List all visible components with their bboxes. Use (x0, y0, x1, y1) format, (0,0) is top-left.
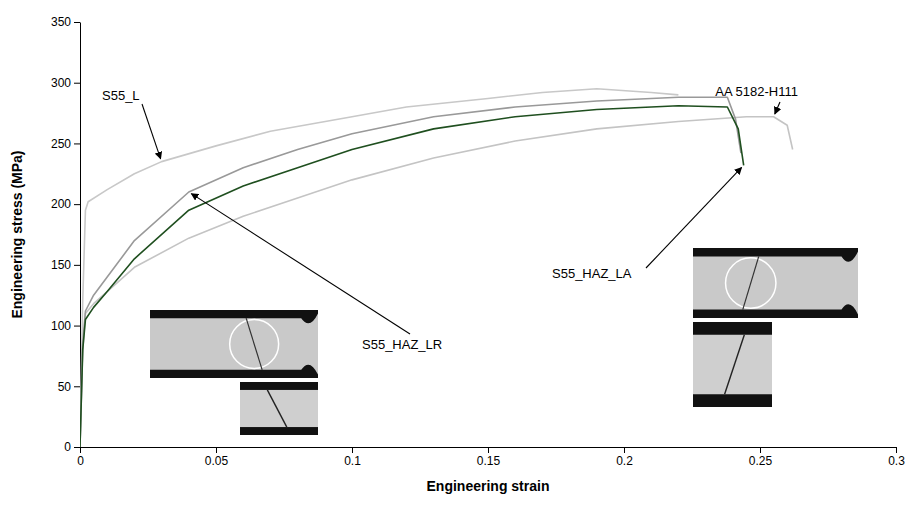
tick-mark (74, 83, 80, 84)
tick-mark (80, 447, 81, 453)
tick-label: 100 (51, 319, 71, 333)
chart: 0 0.05 0.1 0.15 0.2 0.25 0.3 0 50 100 150 200 250 300… (0, 0, 914, 505)
tick-label: 0.2 (616, 454, 633, 468)
inset-closeup (240, 382, 318, 435)
crack (725, 335, 745, 395)
tick-label: 200 (51, 197, 71, 211)
tick-label: 0 (77, 454, 84, 468)
tick-label: 350 (51, 15, 71, 29)
tick-mark (760, 447, 761, 453)
specimen (150, 313, 318, 374)
tick: 50 (58, 380, 80, 394)
tick: 100 (51, 319, 80, 333)
tick-label: 0.25 (749, 454, 773, 468)
tick-label: 250 (51, 137, 71, 151)
annotation-arrow (142, 104, 161, 159)
tick-label: 300 (51, 76, 71, 90)
plot-area: 0 0.05 0.1 0.15 0.2 0.25 0.3 0 50 100 150 200 250 300… (51, 15, 905, 467)
tick: 0.2 (616, 447, 633, 468)
tick-label: 50 (58, 380, 72, 394)
tick: 200 (51, 197, 80, 211)
tick-mark (488, 447, 489, 453)
tick: 0.15 (477, 447, 501, 468)
tick-mark (74, 143, 80, 144)
tick-mark (74, 447, 80, 448)
annotation-arrow (191, 194, 410, 334)
photo-background (693, 322, 772, 407)
tick-label: 150 (51, 258, 71, 272)
tick-mark (896, 447, 897, 453)
inset-photo (693, 248, 858, 318)
annotation-label: S55_HAZ_LR (362, 337, 442, 352)
inset-closeup (693, 322, 772, 407)
x-axis: 0 0.05 0.1 0.15 0.2 0.25 0.3 (77, 447, 905, 468)
tick: 300 (51, 76, 80, 90)
photo-background (693, 248, 858, 318)
annotation-label: S55_HAZ_LA (552, 266, 632, 281)
crack (267, 390, 287, 427)
annotation-arrow (646, 167, 742, 268)
series-line (80, 106, 744, 447)
tick-label: 0.15 (477, 454, 501, 468)
specimen (240, 390, 318, 427)
specimen (693, 252, 858, 315)
inset-photo (150, 310, 318, 378)
specimen (693, 335, 772, 395)
series-line (80, 97, 741, 447)
tick-mark (74, 326, 80, 327)
tick: 0 (77, 447, 84, 468)
y-axis-title: Engineering stress (MPa) (9, 150, 25, 318)
crack (743, 256, 759, 309)
tick-label: 0.05 (205, 454, 229, 468)
tick-label: 0 (64, 440, 71, 454)
tick-mark (624, 447, 625, 453)
tick-mark (216, 447, 217, 453)
tick-mark (74, 265, 80, 266)
tick: 0.3 (888, 447, 905, 468)
tick-mark (74, 386, 80, 387)
annotation-label: S55_L (102, 88, 140, 103)
annotations: S55_L AA 5182-H111 S55_HAZ_LR S55_HAZ_LA (102, 84, 798, 352)
tick-label: 0.1 (344, 454, 361, 468)
tick: 150 (51, 258, 80, 272)
tick: 250 (51, 137, 80, 151)
lines (80, 89, 793, 447)
tick: 350 (51, 15, 80, 29)
y-axis: 0 50 100 150 200 250 300 350 (51, 15, 81, 454)
tick: 0.1 (344, 447, 361, 468)
tick-mark (74, 204, 80, 205)
tick: 0.05 (205, 447, 229, 468)
inset-photos (150, 248, 858, 435)
tick: 0.25 (749, 447, 773, 468)
annotation-label: AA 5182-H111 (715, 84, 798, 99)
tick-label: 0.3 (888, 454, 905, 468)
annotation-arrow (775, 102, 780, 114)
tick-mark (352, 447, 353, 453)
photo-background (150, 310, 318, 378)
series-line (80, 117, 793, 447)
x-axis-title: Engineering strain (427, 478, 550, 494)
photo-background (240, 382, 318, 435)
crack (246, 318, 262, 370)
tick: 0 (64, 440, 80, 454)
tick-mark (74, 22, 80, 23)
